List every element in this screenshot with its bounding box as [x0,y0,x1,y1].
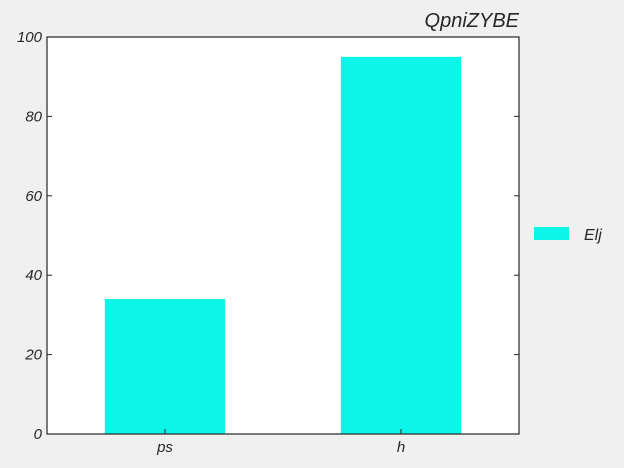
chart-title: QpniZYBE [425,10,520,32]
y-tick-label: 100 [17,29,43,46]
y-tick-label: 40 [25,267,42,284]
y-axis-ticks: 0 20 40 60 80 100 [17,29,519,443]
y-tick-label: 80 [25,108,42,125]
y-tick-label: 60 [25,188,42,205]
bar-ps [104,299,226,434]
y-tick-label: 20 [24,347,42,364]
x-tick-label: h [397,439,405,456]
legend-label: Elj [584,227,602,244]
legend-swatch [534,227,569,240]
x-tick-label: ps [156,439,173,456]
plot-frame [46,36,520,435]
bar-h [340,56,462,434]
y-tick-label: 0 [34,426,43,443]
x-axis-ticks: ps h [156,429,405,456]
bars [104,56,462,434]
legend: Elj [534,227,602,244]
